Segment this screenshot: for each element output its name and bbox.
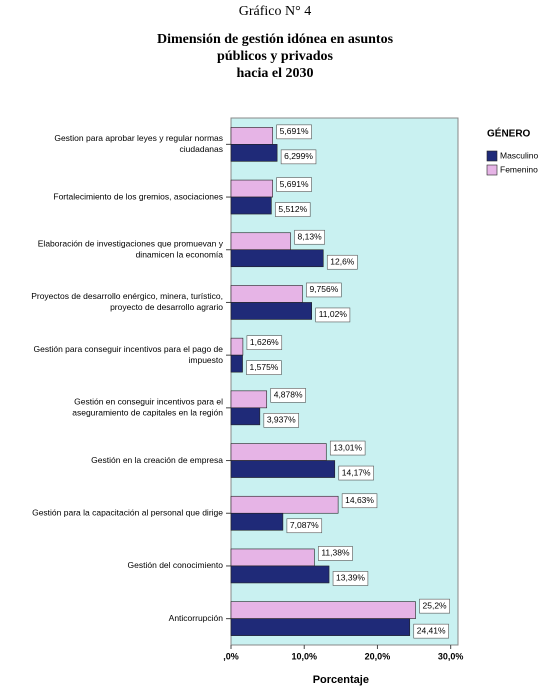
x-axis-label: Porcentaje xyxy=(313,674,369,686)
value-label: 24,41% xyxy=(417,625,446,635)
value-label: 4,878% xyxy=(274,390,303,400)
value-label-box xyxy=(413,623,449,639)
value-label: 5,512% xyxy=(278,204,307,214)
y-tick-label: impuesto xyxy=(189,355,224,365)
chart-title: Dimensión de gestión idónea en asuntos xyxy=(157,32,394,47)
bar xyxy=(230,443,327,461)
value-label: 25,2% xyxy=(423,600,448,610)
value-label-box xyxy=(329,440,366,456)
value-label-box xyxy=(326,254,358,270)
value-label: 5,691% xyxy=(280,179,309,189)
legend-swatch xyxy=(486,150,498,162)
value-label-box xyxy=(280,149,317,165)
y-tick-label: proyecto de desarrollo agrario xyxy=(110,302,223,312)
y-tick-label: Gestión en la creación de empresa xyxy=(91,455,223,465)
value-label-box xyxy=(306,282,342,298)
bar xyxy=(230,337,244,356)
value-label: 1,626% xyxy=(250,337,279,347)
value-label: 8,13% xyxy=(298,232,323,242)
x-tick-label: 10,0% xyxy=(291,651,317,661)
value-label: 7,087% xyxy=(290,520,319,530)
legend-title: GÉNERO xyxy=(487,127,531,140)
bar xyxy=(230,548,315,567)
value-label-box xyxy=(338,465,374,481)
value-label: 11,38% xyxy=(321,548,350,558)
value-label-box xyxy=(275,202,311,217)
value-label-box xyxy=(286,518,323,534)
bar xyxy=(230,407,261,426)
chart-title: públicos y privados xyxy=(217,49,333,64)
bar xyxy=(230,285,303,303)
value-label-box xyxy=(246,335,283,350)
value-label-box xyxy=(263,413,299,428)
chart-title: hacia el 2030 xyxy=(237,66,314,81)
header: Gráfico N° 4 xyxy=(239,4,311,19)
value-label-box xyxy=(294,229,325,245)
legend-label: Femenino xyxy=(500,164,538,174)
bar xyxy=(230,460,336,478)
y-tick-label: Fortalecimiento de los gremios, asociaci… xyxy=(53,191,223,201)
y-tick-label: Proyectos de desarrollo enérgico, minera… xyxy=(31,291,223,301)
value-label-box xyxy=(332,571,369,586)
value-label: 9,756% xyxy=(309,284,338,294)
value-label: 1,575% xyxy=(250,362,279,372)
value-label: 11,02% xyxy=(319,309,348,319)
y-tick-label: ciudadanas xyxy=(180,144,223,154)
value-label: 13,01% xyxy=(333,442,362,452)
value-label: 13,39% xyxy=(336,573,365,583)
value-label-box xyxy=(419,598,450,614)
bar xyxy=(230,601,416,619)
bar xyxy=(230,512,284,531)
value-label-box xyxy=(276,124,312,140)
bar xyxy=(230,354,243,373)
value-label-box xyxy=(315,307,351,323)
value-label: 5,691% xyxy=(280,126,309,136)
value-label-box xyxy=(246,360,282,375)
y-tick-label: Gestión para conseguir incentivos para e… xyxy=(34,344,224,354)
bar xyxy=(230,127,273,145)
bar xyxy=(230,232,291,251)
x-tick-label: 20,0% xyxy=(365,651,391,661)
x-tick-label: 30,0% xyxy=(438,651,464,661)
bar xyxy=(230,302,312,320)
legend-label: Masculino xyxy=(500,150,539,160)
value-label: 12,6% xyxy=(330,257,355,267)
y-tick-label: Gestión del conocimiento xyxy=(128,560,224,570)
bar xyxy=(230,565,330,584)
bar xyxy=(230,144,278,162)
value-label-box xyxy=(276,177,312,192)
value-label: 3,937% xyxy=(267,415,296,425)
legend-swatch xyxy=(486,164,498,176)
y-tick-label: Anticorrupción xyxy=(169,613,224,623)
bar xyxy=(230,196,272,215)
bar xyxy=(230,390,268,409)
y-tick-label: dinamicen la economía xyxy=(136,250,224,260)
x-tick-label: ,0% xyxy=(223,651,239,661)
value-label-box xyxy=(318,546,353,561)
value-label: 14,17% xyxy=(342,467,371,477)
value-label: 14,63% xyxy=(345,495,374,505)
value-label-box xyxy=(270,388,306,403)
bar xyxy=(230,179,273,198)
y-tick-label: Gestión en conseguir incentivos para el xyxy=(74,397,223,407)
bar xyxy=(230,495,339,514)
bar xyxy=(230,249,324,268)
y-tick-label: aseguramiento de capitales en la región xyxy=(72,408,223,418)
y-tick-label: Elaboración de investigaciones que promu… xyxy=(38,239,224,249)
bar xyxy=(230,618,411,636)
value-label-box xyxy=(341,493,378,509)
y-tick-label: Gestión para la capacitación al personal… xyxy=(32,508,223,518)
y-tick-label: Gestion para aprobar leyes y regular nor… xyxy=(54,133,223,143)
value-label: 6,299% xyxy=(284,151,313,161)
